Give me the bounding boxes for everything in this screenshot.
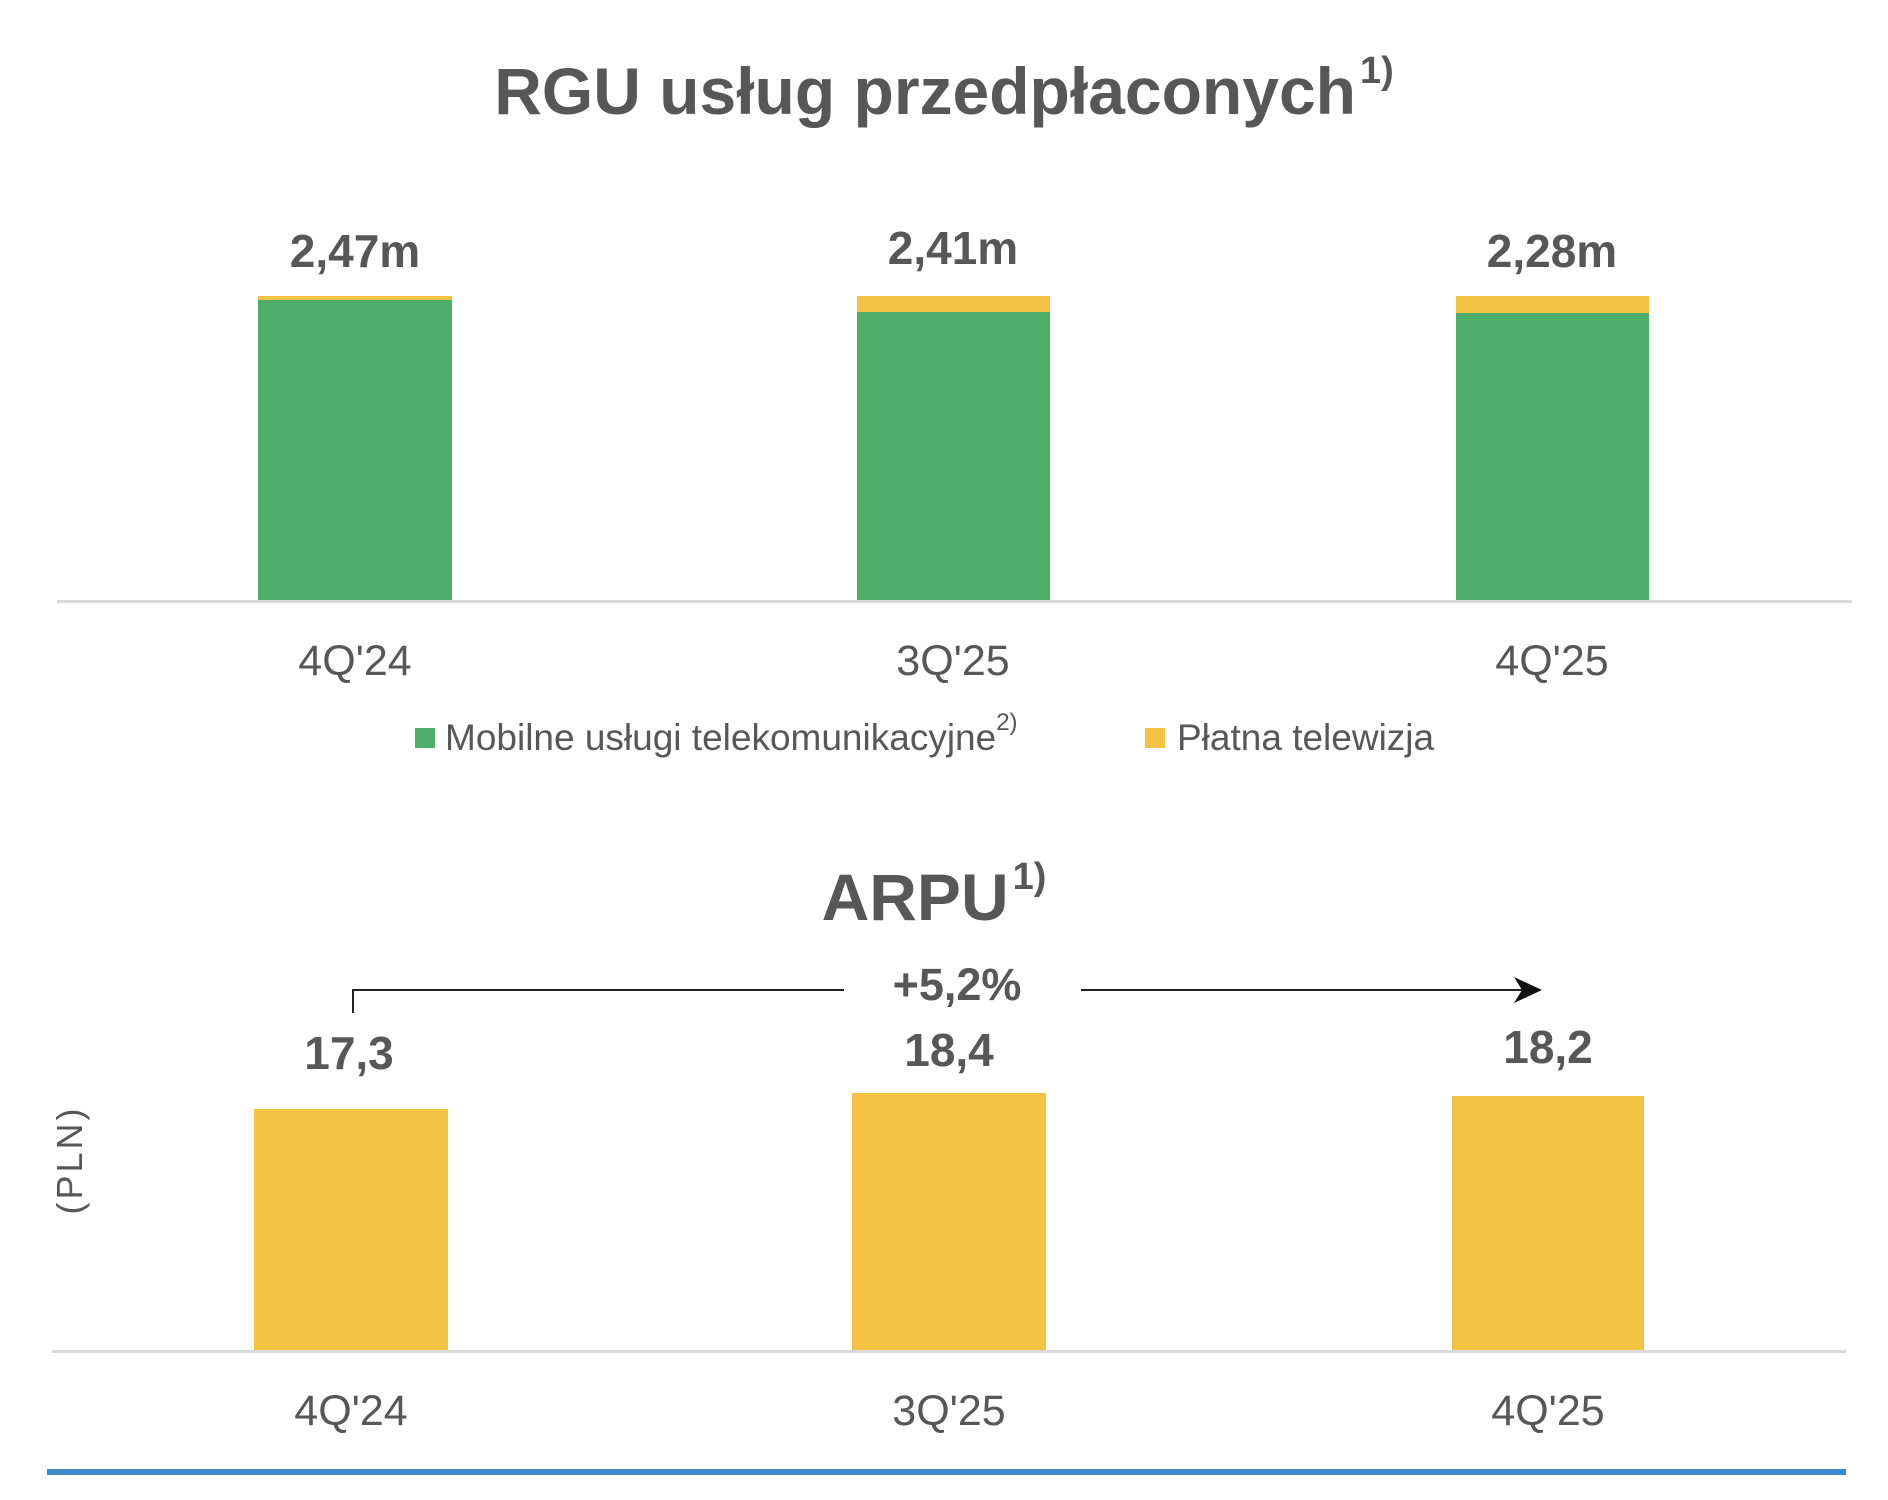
rgu-bar-segment-tv xyxy=(857,296,1050,312)
bottom-divider xyxy=(47,1469,1846,1475)
rgu-bar-segment-mobile xyxy=(1456,313,1649,600)
arpu-unit-label: (PLN) xyxy=(49,1105,90,1215)
rgu-title-text: RGU usług przedpłaconych xyxy=(494,54,1356,128)
arpu-value-label: 17,3 xyxy=(304,1027,394,1079)
legend-item-mobile: Mobilne usługi telekomunikacyjne2) xyxy=(445,711,1018,758)
arpu-bar-4q25 xyxy=(1452,1096,1644,1350)
arpu-chart-title: ARPU 1) xyxy=(734,858,1134,930)
arpu-x-axis xyxy=(52,1350,1846,1353)
legend-label-mobile: Mobilne usługi telekomunikacyjne xyxy=(445,717,997,758)
arpu-bar-3q25 xyxy=(852,1093,1046,1350)
arpu-x-label: 4Q'25 xyxy=(1491,1387,1605,1435)
rgu-x-label: 4Q'25 xyxy=(1495,637,1609,685)
arrow-line-right xyxy=(1081,989,1526,991)
rgu-bar-segment-mobile xyxy=(258,300,452,600)
legend-footnote-mobile: 2) xyxy=(996,709,1018,736)
arrowhead-icon xyxy=(1514,977,1542,1003)
rgu-x-label: 3Q'25 xyxy=(896,637,1010,685)
legend-swatch-mobile xyxy=(415,728,435,748)
rgu-x-axis xyxy=(57,600,1852,603)
rgu-x-label: 4Q'24 xyxy=(298,637,412,685)
arpu-value-label: 18,4 xyxy=(904,1024,994,1076)
arpu-title-text: ARPU xyxy=(821,860,1009,934)
arpu-bar-4q24 xyxy=(254,1109,448,1350)
arpu-x-label: 3Q'25 xyxy=(892,1387,1006,1435)
legend-label-tv: Płatna telewizja xyxy=(1177,717,1435,758)
arpu-x-label: 4Q'24 xyxy=(294,1387,408,1435)
rgu-bar-segment-tv xyxy=(1456,296,1649,313)
rgu-title-footnote: 1) xyxy=(1359,50,1394,92)
arrow-line-left xyxy=(352,989,844,991)
rgu-bar-segment-tv xyxy=(258,296,452,300)
arrow-start-tick xyxy=(352,989,354,1013)
rgu-chart-title: RGU usług przedpłaconych 1) xyxy=(444,52,1444,124)
legend-swatch-tv xyxy=(1145,728,1165,748)
rgu-total-label: 2,47m xyxy=(289,225,421,277)
rgu-total-label: 2,28m xyxy=(1486,225,1618,277)
arpu-title-footnote: 1) xyxy=(1012,856,1047,898)
rgu-total-label: 2,41m xyxy=(887,222,1019,274)
arpu-change-label: +5,2% xyxy=(892,959,1022,1010)
rgu-bar-segment-mobile xyxy=(857,312,1050,600)
arpu-value-label: 18,2 xyxy=(1503,1021,1593,1073)
legend-item-tv: Płatna telewizja xyxy=(1177,719,1434,756)
